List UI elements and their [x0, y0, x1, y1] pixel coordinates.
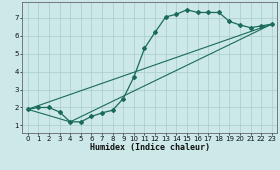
X-axis label: Humidex (Indice chaleur): Humidex (Indice chaleur)	[90, 143, 210, 152]
